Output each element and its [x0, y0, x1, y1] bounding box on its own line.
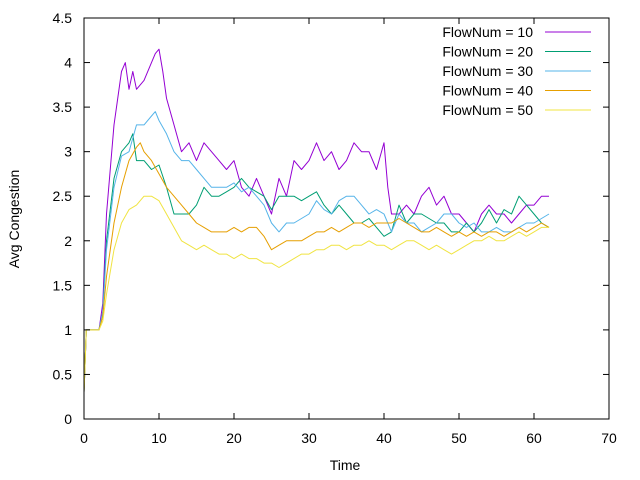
x-tick-label: 50	[451, 430, 467, 446]
legend-label-2: FlowNum = 20	[442, 44, 533, 60]
x-tick-label: 20	[226, 430, 242, 446]
y-tick-label: 2	[64, 233, 72, 249]
y-tick-label: 0.5	[53, 366, 73, 382]
y-tick-label: 0	[64, 411, 72, 427]
y-tick-label: 4.5	[53, 10, 73, 26]
series-layer	[83, 48, 550, 393]
plot-frame	[83, 17, 610, 420]
x-tick-label: 10	[151, 430, 167, 446]
x-tick-label: 70	[601, 430, 617, 446]
legend-label-1: FlowNum = 10	[442, 24, 533, 40]
tick-labels: 0 10 20 30 40 50 60 70 0 0.5 1 1.5 2 2.5 3 3.5 4 4.5	[53, 10, 617, 446]
legend-label-5: FlowNum = 50	[442, 102, 533, 118]
series-line-1	[83, 48, 549, 393]
legend-label-4: FlowNum = 40	[442, 83, 533, 99]
y-tick-label: 1.5	[53, 277, 73, 293]
y-tick-label: 2.5	[53, 188, 73, 204]
x-axis-title: Time	[330, 457, 361, 473]
series-line-4	[83, 142, 550, 393]
series-line-3	[83, 111, 550, 393]
y-tick-label: 3	[64, 144, 72, 160]
x-tick-label: 30	[301, 430, 317, 446]
y-tick-label: 3.5	[53, 99, 73, 115]
x-tick-label: 60	[526, 430, 542, 446]
y-tick-label: 4	[64, 55, 72, 71]
legend-label-3: FlowNum = 30	[442, 63, 533, 79]
legend: FlowNum = 10 FlowNum = 20 FlowNum = 30 Flow…	[442, 24, 591, 118]
x-tick-label: 40	[376, 430, 392, 446]
x-tick-label: 0	[80, 430, 88, 446]
y-axis-title: Avg Congestion	[6, 170, 22, 269]
series-line-5	[83, 195, 549, 393]
y-tick-label: 1	[64, 322, 72, 338]
